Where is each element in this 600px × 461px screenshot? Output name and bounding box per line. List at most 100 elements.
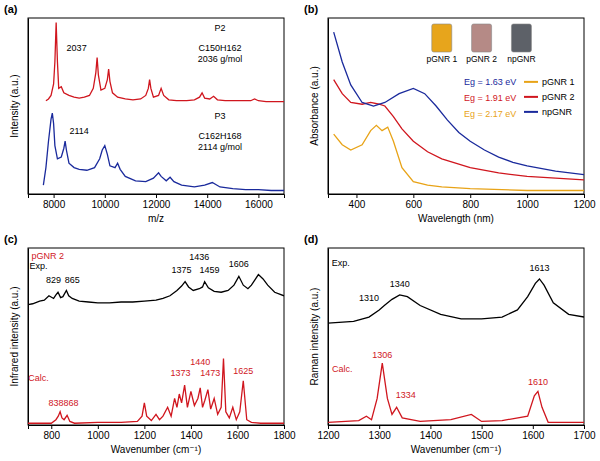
y-axis-line: [28, 249, 29, 426]
x-tick-label: 1000: [516, 199, 539, 210]
plot-frame: [328, 248, 584, 425]
annotation: 2114 g/mol: [198, 142, 242, 152]
x-tick-mark: [470, 194, 471, 198]
x-tick-label: 800: [43, 430, 60, 441]
x-tick: 1200: [317, 425, 340, 441]
annotation: P2: [214, 23, 225, 33]
x-tick-mark: [533, 425, 534, 429]
annotation: 2114: [70, 126, 89, 136]
x-tick: 1800: [273, 425, 296, 441]
x-tick-mark: [105, 194, 106, 198]
spectrum-line: [328, 363, 584, 422]
x-tick-mark: [144, 425, 145, 429]
x-tick-label: 1300: [369, 430, 392, 441]
x-tick-mark: [207, 194, 208, 198]
x-tick: 800: [462, 194, 479, 210]
annotation: 1310: [359, 293, 379, 303]
x-tick: 400: [349, 194, 366, 210]
spectrum-line: [28, 275, 284, 305]
legend-label: pGNR 1: [542, 77, 575, 87]
panel-letter: (b): [304, 3, 318, 15]
x-tick-label: 1600: [522, 430, 545, 441]
x-axis-line: [29, 195, 285, 199]
annotation: C150H162: [198, 43, 241, 53]
vial-label: pGNR 1: [426, 54, 457, 64]
annotation: pGNR 2: [32, 251, 65, 261]
annotation: 2036 g/mol: [198, 54, 243, 64]
x-tick-mark: [379, 425, 380, 429]
annotation: 829: [46, 275, 61, 285]
annotation: 1440: [190, 357, 210, 367]
y-axis-line: [328, 249, 329, 426]
annotation: 1625: [233, 366, 253, 376]
annotation: 1373: [170, 368, 190, 378]
x-tick-mark: [584, 425, 585, 429]
x-axis: 800010000120001400016000: [29, 194, 285, 210]
annotation: Eg = 1.63 eV: [464, 77, 516, 87]
x-tick-mark: [156, 194, 157, 198]
spectrum-line: [328, 279, 584, 323]
x-tick-mark: [584, 194, 585, 198]
annotation: 1459: [200, 265, 220, 275]
spectrum-line: [28, 359, 284, 424]
spectrum-line: [46, 22, 284, 101]
annotation: 2037: [67, 43, 87, 53]
panel-letter: (a): [4, 3, 18, 15]
y-axis-title: Absorbance (a.u.): [309, 66, 320, 146]
x-tick: 1600: [522, 425, 545, 441]
x-tick-label: 600: [405, 199, 422, 210]
x-tick: 1000: [87, 425, 110, 441]
panel: 120013001400150016001700Wavenumber (cm⁻¹…: [304, 233, 596, 455]
x-tick: 800: [43, 425, 60, 441]
y-axis: [28, 19, 29, 195]
x-axis: 80010001200140016001800: [29, 425, 297, 441]
x-axis-title: m/z: [148, 213, 164, 224]
plot-frame: [28, 248, 284, 425]
x-tick-mark: [54, 194, 55, 198]
x-tick-label: 1000: [87, 430, 110, 441]
x-tick-label: 1600: [227, 430, 250, 441]
annotation: 1610: [528, 377, 548, 387]
annotation: Eg = 2.17 eV: [464, 109, 516, 119]
x-tick: 1600: [227, 425, 250, 441]
annotation: Exp.: [29, 261, 47, 271]
x-tick-label: 14000: [194, 199, 222, 210]
x-tick-mark: [237, 425, 238, 429]
annotation: Eg = 1.91 eV: [464, 93, 516, 103]
panel-letter: (c): [4, 233, 18, 245]
x-tick: 8000: [43, 194, 66, 210]
annotation: 1436: [189, 252, 209, 262]
plot-frame: [328, 18, 584, 194]
annotation: 1613: [529, 263, 549, 273]
x-axis-title: Wavelength (nm): [418, 213, 494, 224]
spectrum-line: [43, 113, 284, 190]
x-axis: 400 600 800 1000 1200: [329, 194, 597, 210]
x-axis-title: Wavenumber (cm⁻¹): [411, 444, 501, 455]
x-tick: 1300: [369, 425, 392, 441]
annotation: Calc.: [28, 373, 49, 383]
annotation: P3: [214, 111, 225, 121]
x-tick: 12000: [143, 194, 171, 210]
x-tick-mark: [98, 425, 99, 429]
y-axis-title: Raman intensity (a.u.): [309, 288, 320, 386]
x-tick-label: 1400: [420, 430, 443, 441]
x-tick-mark: [51, 425, 52, 429]
spectrum-line: [334, 80, 584, 180]
x-tick: 1200: [573, 194, 596, 210]
annotation: C162H168: [198, 131, 241, 141]
annotation: 838: [48, 398, 63, 408]
x-tick: 1000: [516, 194, 539, 210]
vial-label: npGNR: [507, 54, 535, 64]
y-axis-title: Intensity (a.u.): [9, 74, 20, 137]
series-group: [28, 275, 284, 424]
x-tick: 1500: [471, 425, 494, 441]
x-tick-label: 10000: [91, 199, 119, 210]
y-axis-title: Infrared intensity (a.u.): [9, 286, 20, 386]
panel-letter: (d): [304, 233, 318, 245]
series-group: [328, 279, 584, 422]
vial-label: pGNR 2: [466, 54, 497, 64]
plot-frame: [28, 18, 284, 194]
annotation: 1473: [200, 368, 220, 378]
x-tick: 14000: [194, 194, 222, 210]
annotation: Calc.: [332, 364, 353, 374]
